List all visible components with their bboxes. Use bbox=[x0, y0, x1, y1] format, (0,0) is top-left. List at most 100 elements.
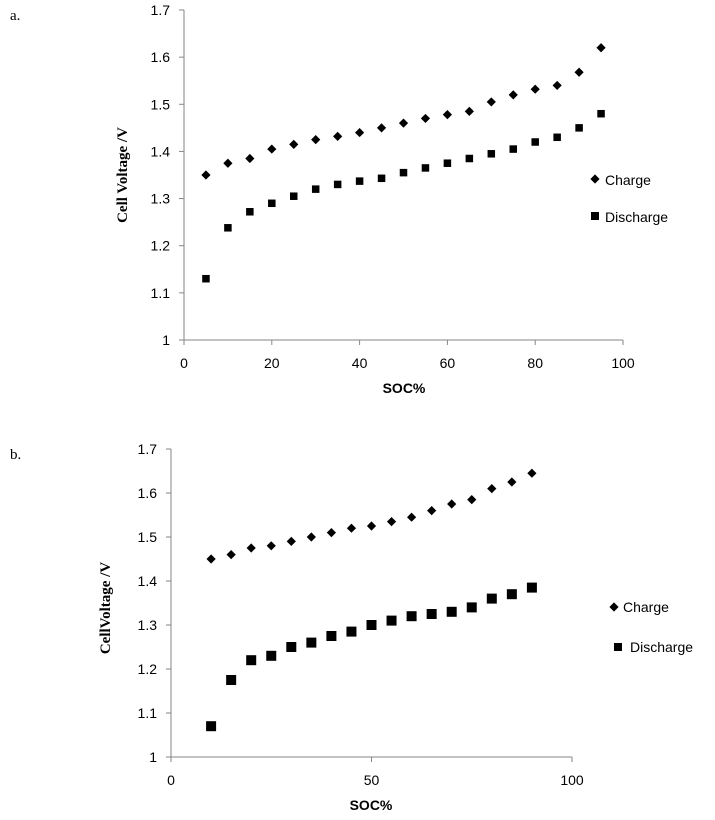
x-axis-label-b: SOC% bbox=[350, 797, 393, 813]
x-tick-label-b: 50 bbox=[364, 772, 380, 788]
data-point-charge bbox=[508, 90, 518, 100]
y-tick-label-a: 1.5 bbox=[151, 96, 171, 112]
y-tick-label-a: 1.7 bbox=[151, 2, 171, 18]
data-point-charge bbox=[286, 536, 296, 546]
data-point-charge bbox=[442, 110, 452, 120]
x-tick-label-b: 0 bbox=[167, 772, 175, 788]
data-point-discharge bbox=[443, 159, 452, 167]
data-point-discharge bbox=[406, 611, 417, 622]
series-discharge-b bbox=[206, 582, 537, 732]
data-point-discharge bbox=[246, 208, 254, 216]
legend-label-discharge-a: Discharge bbox=[605, 209, 668, 225]
x-tick-label-a: 0 bbox=[180, 355, 188, 371]
data-point-discharge bbox=[465, 154, 474, 163]
panel-label-a: a. bbox=[10, 8, 20, 24]
data-point-discharge bbox=[486, 593, 497, 604]
legend-marker-discharge-b bbox=[614, 643, 622, 651]
y-tick-label-a: 1.1 bbox=[151, 285, 171, 301]
x-tick-label-a: 20 bbox=[264, 355, 280, 371]
data-point-charge bbox=[407, 512, 417, 522]
data-point-charge bbox=[206, 554, 216, 564]
data-point-charge bbox=[574, 67, 584, 77]
data-point-charge bbox=[427, 506, 437, 516]
data-point-charge bbox=[246, 543, 256, 553]
data-point-charge bbox=[226, 550, 236, 560]
data-point-charge bbox=[311, 135, 321, 145]
y-tick-label-a: 1.4 bbox=[151, 143, 171, 159]
legend-marker-charge-b bbox=[609, 602, 619, 612]
data-point-discharge bbox=[466, 602, 477, 613]
x-tick-label-a: 100 bbox=[611, 355, 635, 371]
data-point-charge bbox=[447, 499, 457, 509]
data-point-discharge bbox=[575, 124, 583, 132]
legend-label-charge-a: Charge bbox=[605, 172, 651, 188]
data-point-discharge bbox=[531, 138, 539, 146]
y-axis-label-a: Cell Voltage /V bbox=[115, 127, 131, 223]
data-point-charge bbox=[507, 477, 517, 487]
data-point-discharge bbox=[246, 655, 257, 666]
y-tick-label-b: 1.2 bbox=[138, 661, 158, 677]
data-point-charge bbox=[467, 495, 477, 505]
data-point-charge bbox=[223, 158, 233, 168]
data-point-discharge bbox=[506, 589, 517, 600]
data-point-discharge bbox=[346, 626, 357, 637]
legend-label-discharge-b: Discharge bbox=[630, 639, 693, 655]
x-axis-label-a: SOC% bbox=[383, 380, 426, 396]
data-point-charge bbox=[306, 532, 316, 542]
panel-label-b: b. bbox=[10, 447, 21, 463]
data-point-discharge bbox=[266, 650, 277, 661]
data-point-charge bbox=[289, 139, 299, 149]
y-tick-label-a: 1.2 bbox=[151, 238, 171, 254]
y-tick-label-b: 1.3 bbox=[138, 617, 158, 633]
data-point-charge bbox=[420, 113, 431, 124]
series-charge-b bbox=[206, 468, 537, 564]
chart-panel-a: a. SOC% Cell Voltage /V Charge Discharge… bbox=[10, 2, 668, 396]
data-point-charge bbox=[326, 528, 336, 538]
data-point-charge bbox=[486, 97, 496, 107]
y-tick-label-b: 1.7 bbox=[138, 441, 158, 457]
y-tick-label-b: 1.5 bbox=[138, 529, 158, 545]
data-point-discharge bbox=[290, 192, 298, 200]
data-point-discharge bbox=[526, 582, 537, 593]
data-point-discharge bbox=[333, 180, 342, 189]
data-point-charge bbox=[201, 170, 211, 180]
data-point-charge bbox=[398, 118, 409, 128]
data-point-discharge bbox=[426, 609, 437, 619]
data-point-discharge bbox=[326, 631, 337, 641]
data-point-charge bbox=[267, 144, 277, 154]
legend-label-charge-b: Charge bbox=[623, 599, 669, 615]
y-tick-label-a: 1.6 bbox=[151, 49, 171, 65]
data-point-charge bbox=[527, 468, 537, 478]
y-tick-label-b: 1 bbox=[149, 749, 157, 765]
data-point-charge bbox=[596, 43, 606, 53]
data-point-charge bbox=[245, 153, 255, 164]
y-axis-label-b: CellVoltage /V bbox=[98, 562, 114, 655]
data-point-charge bbox=[266, 541, 276, 551]
data-point-discharge bbox=[226, 675, 237, 685]
data-point-discharge bbox=[306, 637, 317, 648]
data-point-discharge bbox=[202, 274, 210, 283]
series-discharge-a bbox=[202, 109, 605, 283]
data-point-discharge bbox=[386, 615, 397, 626]
legend-marker-discharge-a bbox=[591, 212, 599, 220]
data-point-charge bbox=[530, 84, 540, 94]
series-charge-a bbox=[201, 43, 606, 180]
data-point-discharge bbox=[268, 199, 276, 208]
data-point-discharge bbox=[399, 168, 408, 177]
x-tick-label-a: 60 bbox=[440, 355, 456, 371]
x-tick-label-a: 80 bbox=[527, 355, 543, 371]
data-point-discharge bbox=[311, 185, 320, 193]
data-point-discharge bbox=[224, 224, 232, 232]
data-point-charge bbox=[366, 521, 377, 531]
x-tick-label-b: 100 bbox=[560, 772, 584, 788]
data-point-discharge bbox=[286, 642, 297, 652]
data-point-discharge bbox=[421, 164, 430, 172]
y-tick-label-b: 1.1 bbox=[138, 705, 158, 721]
data-point-charge bbox=[376, 123, 387, 133]
y-tick-label-b: 1.6 bbox=[138, 485, 158, 501]
data-point-discharge bbox=[206, 721, 217, 732]
data-point-discharge bbox=[355, 177, 364, 185]
x-tick-label-a: 40 bbox=[352, 355, 368, 371]
data-point-charge bbox=[346, 523, 357, 533]
